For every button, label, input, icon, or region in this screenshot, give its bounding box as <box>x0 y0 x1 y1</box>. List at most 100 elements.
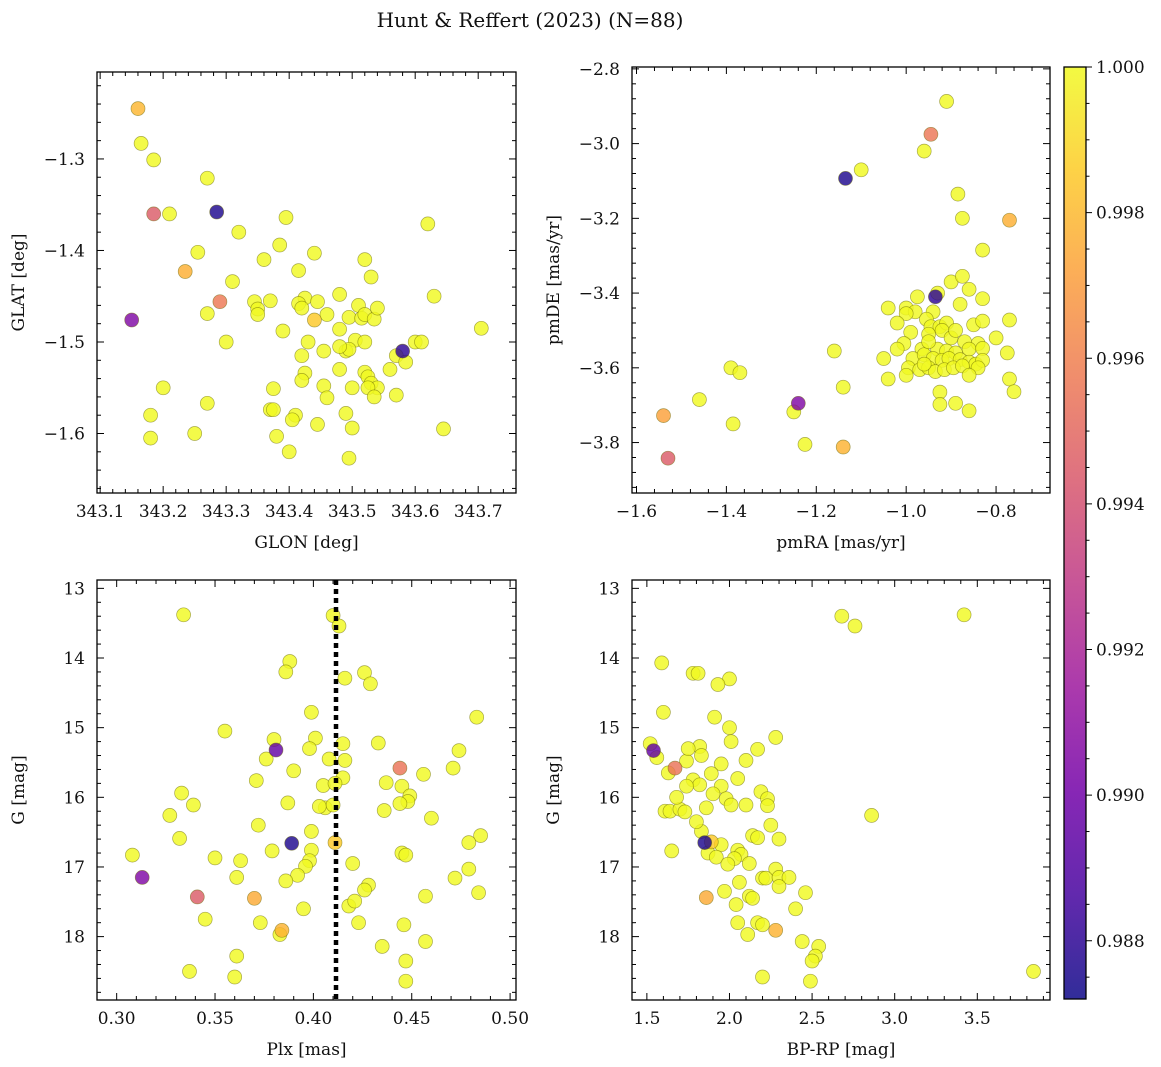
data-point <box>338 406 354 421</box>
data-point <box>667 760 683 776</box>
data-point <box>826 343 842 359</box>
data-point <box>961 367 977 383</box>
data-point <box>125 847 140 863</box>
data-point <box>451 743 467 758</box>
data-point <box>903 324 919 340</box>
data-point <box>664 843 680 859</box>
data-point <box>130 101 146 116</box>
data-point <box>1002 371 1017 387</box>
x-tick-label: 0.45 <box>393 1009 431 1029</box>
data-point <box>316 343 332 359</box>
data-point <box>461 861 477 877</box>
data-point <box>212 294 228 310</box>
data-point <box>341 450 357 466</box>
axes-frame <box>631 579 1051 1001</box>
data-point <box>357 252 373 267</box>
data-point <box>771 831 787 847</box>
data-point <box>741 856 757 871</box>
data-point <box>738 797 754 813</box>
data-point <box>916 143 932 159</box>
data-point <box>750 830 765 846</box>
x-tick-label: 2.5 <box>799 1009 826 1029</box>
data-point <box>723 797 739 813</box>
data-point <box>275 323 291 339</box>
x-tick-label: 343.6 <box>391 502 440 522</box>
data-point <box>174 785 189 801</box>
data-point <box>304 704 319 720</box>
data-point <box>694 748 709 763</box>
data-point <box>471 885 486 901</box>
y-tick-label: 17 <box>63 858 85 878</box>
data-point <box>864 808 879 823</box>
data-point <box>262 293 278 309</box>
data-point <box>730 915 746 931</box>
data-point <box>311 799 327 814</box>
data-point <box>847 618 863 634</box>
data-point <box>274 922 290 938</box>
data-point <box>853 162 869 178</box>
y-tick-label: 18 <box>63 928 85 948</box>
x-tick-label: 343.2 <box>139 502 188 522</box>
data-point <box>344 380 360 396</box>
data-point <box>291 263 306 278</box>
data-point <box>366 389 382 405</box>
x-tick-label: 343.3 <box>202 502 251 522</box>
data-point <box>134 870 150 885</box>
data-point <box>725 416 741 432</box>
data-point <box>956 607 972 623</box>
data-point <box>928 289 943 305</box>
data-point <box>374 939 390 954</box>
data-point <box>898 367 914 383</box>
y-tick-label: 15 <box>598 719 620 739</box>
y-tick-label: −3.4 <box>579 284 620 304</box>
data-point <box>207 850 223 866</box>
data-point <box>187 426 203 441</box>
y-tick-label: 14 <box>63 649 85 669</box>
data-point <box>250 817 266 833</box>
x-axis-label: Plx [mas] <box>266 1040 346 1060</box>
data-point <box>876 351 892 366</box>
data-point <box>950 186 966 202</box>
data-point <box>370 300 385 316</box>
figure-title: Hunt & Reffert (2023) (N=88) <box>377 8 684 32</box>
x-tick-label: 3.0 <box>881 1009 908 1029</box>
data-point <box>300 334 316 350</box>
colorbar-tick-label: 1.000 <box>1096 58 1145 78</box>
panel-1: 343.1 343.2 343.3 343.4 343.5 343.6 343.7 −1.3 −… <box>9 71 517 553</box>
data-point <box>332 287 347 302</box>
data-point <box>378 775 394 791</box>
data-point <box>758 870 774 886</box>
data-point <box>420 216 436 232</box>
data-point <box>710 677 726 692</box>
data-point <box>189 889 205 905</box>
x-tick-label: −1.6 <box>616 502 657 522</box>
data-point <box>975 313 990 329</box>
data-point <box>750 741 765 757</box>
data-point <box>720 856 736 872</box>
data-point <box>278 873 294 889</box>
data-point <box>176 607 191 623</box>
data-point <box>961 281 977 297</box>
data-point <box>707 709 722 725</box>
data-point <box>738 753 754 768</box>
data-point <box>197 911 213 927</box>
data-point <box>218 334 234 350</box>
x-tick-label: 1.5 <box>633 1009 660 1029</box>
data-point <box>923 126 939 142</box>
data-point <box>155 380 171 396</box>
panel-2: −1.6 −1.4 −1.2 −1.0 −0.8 −2.8 −3.0 −3.2 −3.4 −3.6… <box>544 60 1051 553</box>
data-point <box>646 743 661 758</box>
data-point <box>143 430 158 446</box>
colorbar-tick-label: 0.994 <box>1096 495 1145 515</box>
data-point <box>268 742 284 758</box>
data-point <box>209 204 225 220</box>
data-point <box>955 268 970 284</box>
data-point <box>889 315 905 331</box>
y-tick-label: −3.2 <box>579 209 620 229</box>
data-point <box>768 730 784 745</box>
data-point <box>319 390 335 406</box>
data-point <box>835 439 851 455</box>
data-point <box>199 170 215 186</box>
data-point <box>961 403 977 419</box>
data-point <box>272 237 288 253</box>
